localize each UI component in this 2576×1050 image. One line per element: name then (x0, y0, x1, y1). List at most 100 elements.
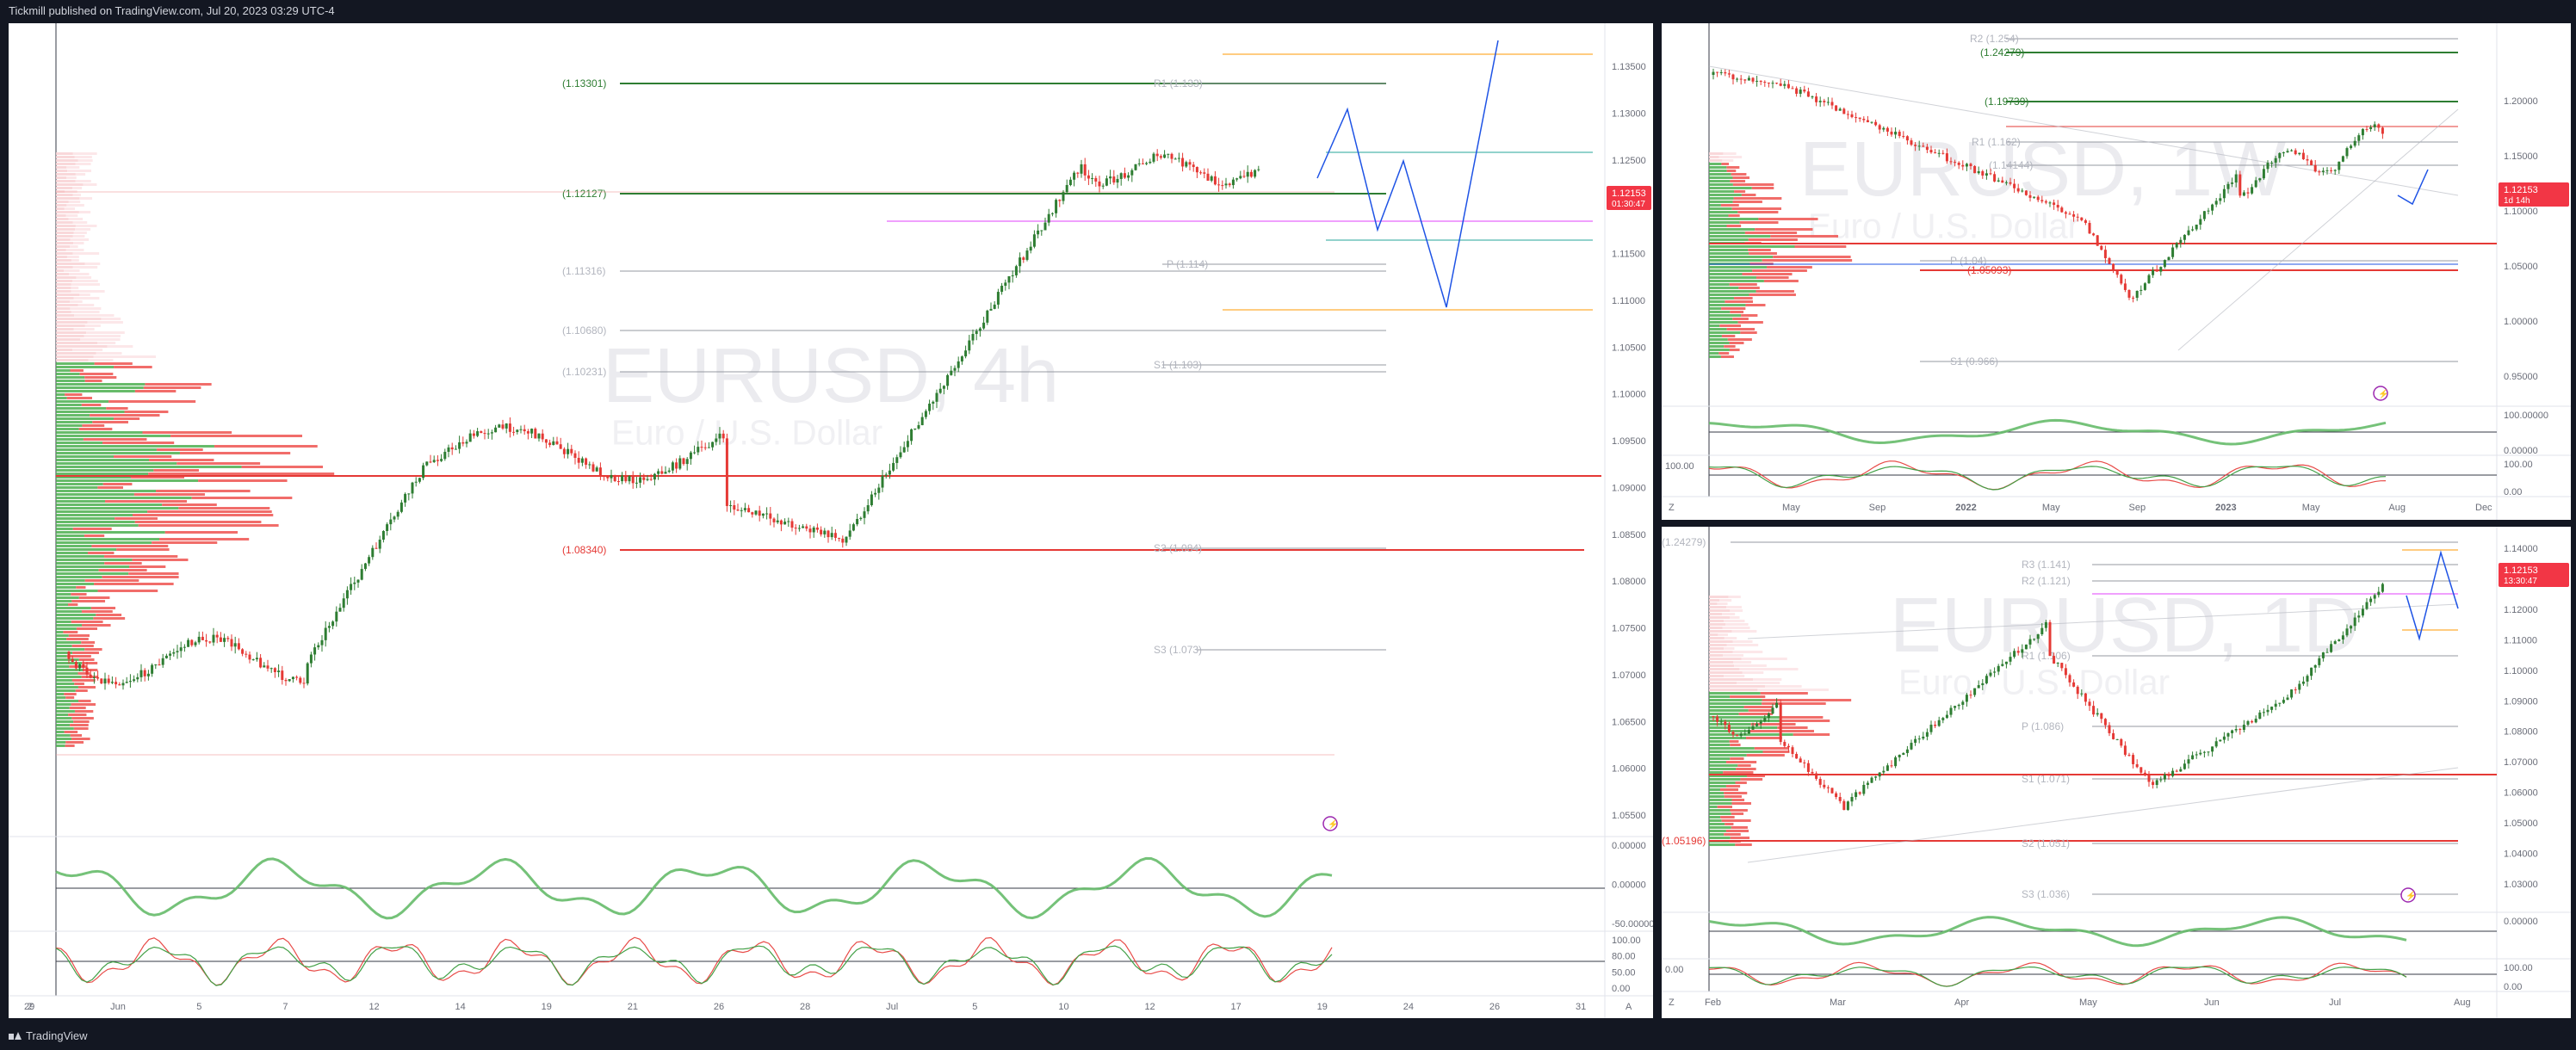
volume-profile-bar (1756, 276, 1789, 279)
volume-profile-bar (68, 218, 84, 220)
volume-profile-bar (75, 180, 91, 182)
volume-profile-bar (1709, 771, 1724, 774)
volume-profile-bar (143, 386, 201, 389)
candle-body (118, 684, 121, 686)
candle-body (450, 447, 454, 450)
volume-profile-bar (56, 166, 67, 169)
candle-body (610, 474, 613, 479)
candle-body (313, 647, 317, 655)
candle-body (422, 465, 425, 479)
candle-body (1835, 105, 1838, 111)
candle-body (1019, 257, 1022, 267)
chart-panel-4h[interactable]: EURUSD, 4h Euro / U.S. Dollar 1.13500 1.130… (9, 23, 1653, 1018)
volume-profile-bar (113, 417, 140, 420)
candle-body (2330, 170, 2333, 171)
volume-profile-bar (56, 617, 94, 620)
tradingview-logo[interactable]: TradingView (9, 1029, 88, 1042)
price-level-label: (1.13301) (562, 77, 606, 90)
volume-profile-bar (56, 466, 242, 468)
volume-profile-bar (71, 593, 87, 596)
candle-body (2092, 706, 2096, 715)
volume-profile-bar (56, 462, 177, 465)
candle-body (115, 682, 118, 685)
volume-profile-bar (56, 738, 72, 740)
candle-body (1751, 77, 1755, 82)
candle-body (2159, 779, 2163, 781)
volume-profile-bar (56, 380, 85, 382)
candle-body (82, 664, 85, 668)
candle-body (2001, 664, 2004, 666)
volume-profile-bar (1709, 252, 1749, 255)
volume-profile-bar (87, 321, 123, 324)
candle-body (486, 433, 490, 435)
volume-profile-bar (56, 411, 125, 413)
zoom-reset-button[interactable]: Z (1669, 998, 1675, 1008)
candle-body (393, 516, 396, 520)
candle-body (848, 530, 851, 537)
candle-body (1736, 78, 1739, 80)
volume-profile-bar (1709, 744, 1731, 746)
volume-profile-bar (1730, 616, 1740, 619)
time-axis-tick: 7 (282, 1002, 288, 1012)
candle-body (2298, 152, 2301, 155)
zoom-reset-button[interactable]: Z (1669, 503, 1675, 513)
candle-body (245, 653, 248, 655)
candle-body (585, 458, 588, 465)
chart-panel-1w[interactable]: EURUSD, 1W Euro / U.S. Dollar 1.20000 1.150… (1662, 23, 2571, 520)
candle-body (1917, 145, 1921, 147)
candle-body (1759, 721, 1762, 724)
candle-body (2152, 781, 2155, 786)
volume-profile-bar (1709, 640, 1733, 643)
candle-body (1167, 153, 1170, 155)
candle-body (508, 423, 511, 432)
candle-body (1731, 74, 1735, 80)
candle-body (1145, 163, 1149, 164)
candle-body (2068, 675, 2071, 682)
volume-profile-bar (1709, 685, 1766, 688)
candle-body (1941, 718, 1945, 720)
volume-profile-bar (56, 259, 71, 262)
volume-profile-bar (56, 724, 71, 726)
volume-profile-bar (56, 638, 67, 640)
volume-profile-bar (1728, 596, 1741, 598)
price-level-label: (1.24279) (1662, 536, 1706, 548)
candle-body (399, 502, 403, 512)
price-level-label: (1.14144) (1989, 159, 2033, 171)
volume-profile-bar (56, 163, 76, 165)
candle-body (2135, 763, 2139, 768)
candle-body (1724, 721, 1727, 726)
candle-body (1224, 183, 1228, 186)
candle-body (440, 459, 443, 461)
candle-body (1163, 154, 1167, 158)
volume-profile-bar (1748, 238, 1798, 241)
candle-body (1727, 725, 1731, 732)
price-level-label: S1 (1.103) (1154, 359, 1202, 371)
candle-body (2258, 178, 2262, 181)
volume-profile-bar (1730, 180, 1746, 182)
price-level-label: (1.19739) (1985, 96, 2028, 108)
candle-body (2191, 229, 2195, 231)
volume-profile-bar (56, 417, 114, 420)
candle-body (418, 478, 421, 482)
price-level-label: (1.11316) (562, 265, 605, 277)
volume-profile-bar (1748, 709, 1773, 712)
candle-body (2179, 239, 2183, 244)
candle-body (1977, 685, 1980, 689)
volume-profile-bar (1709, 678, 1754, 681)
candle-body (2301, 681, 2305, 684)
candle-body (2258, 712, 2262, 720)
volume-profile-bar (1725, 761, 1757, 763)
candle-body (512, 431, 516, 433)
candle-body (2056, 663, 2059, 664)
volume-profile-bar (101, 318, 121, 320)
zoom-reset-button[interactable]: Z (28, 1002, 34, 1012)
volume-profile-bar (1732, 651, 1763, 653)
auto-scale-button[interactable]: A (1625, 1002, 1632, 1012)
candle-body (1937, 152, 1941, 154)
candle-body (721, 433, 725, 439)
candle-body (2222, 188, 2226, 199)
